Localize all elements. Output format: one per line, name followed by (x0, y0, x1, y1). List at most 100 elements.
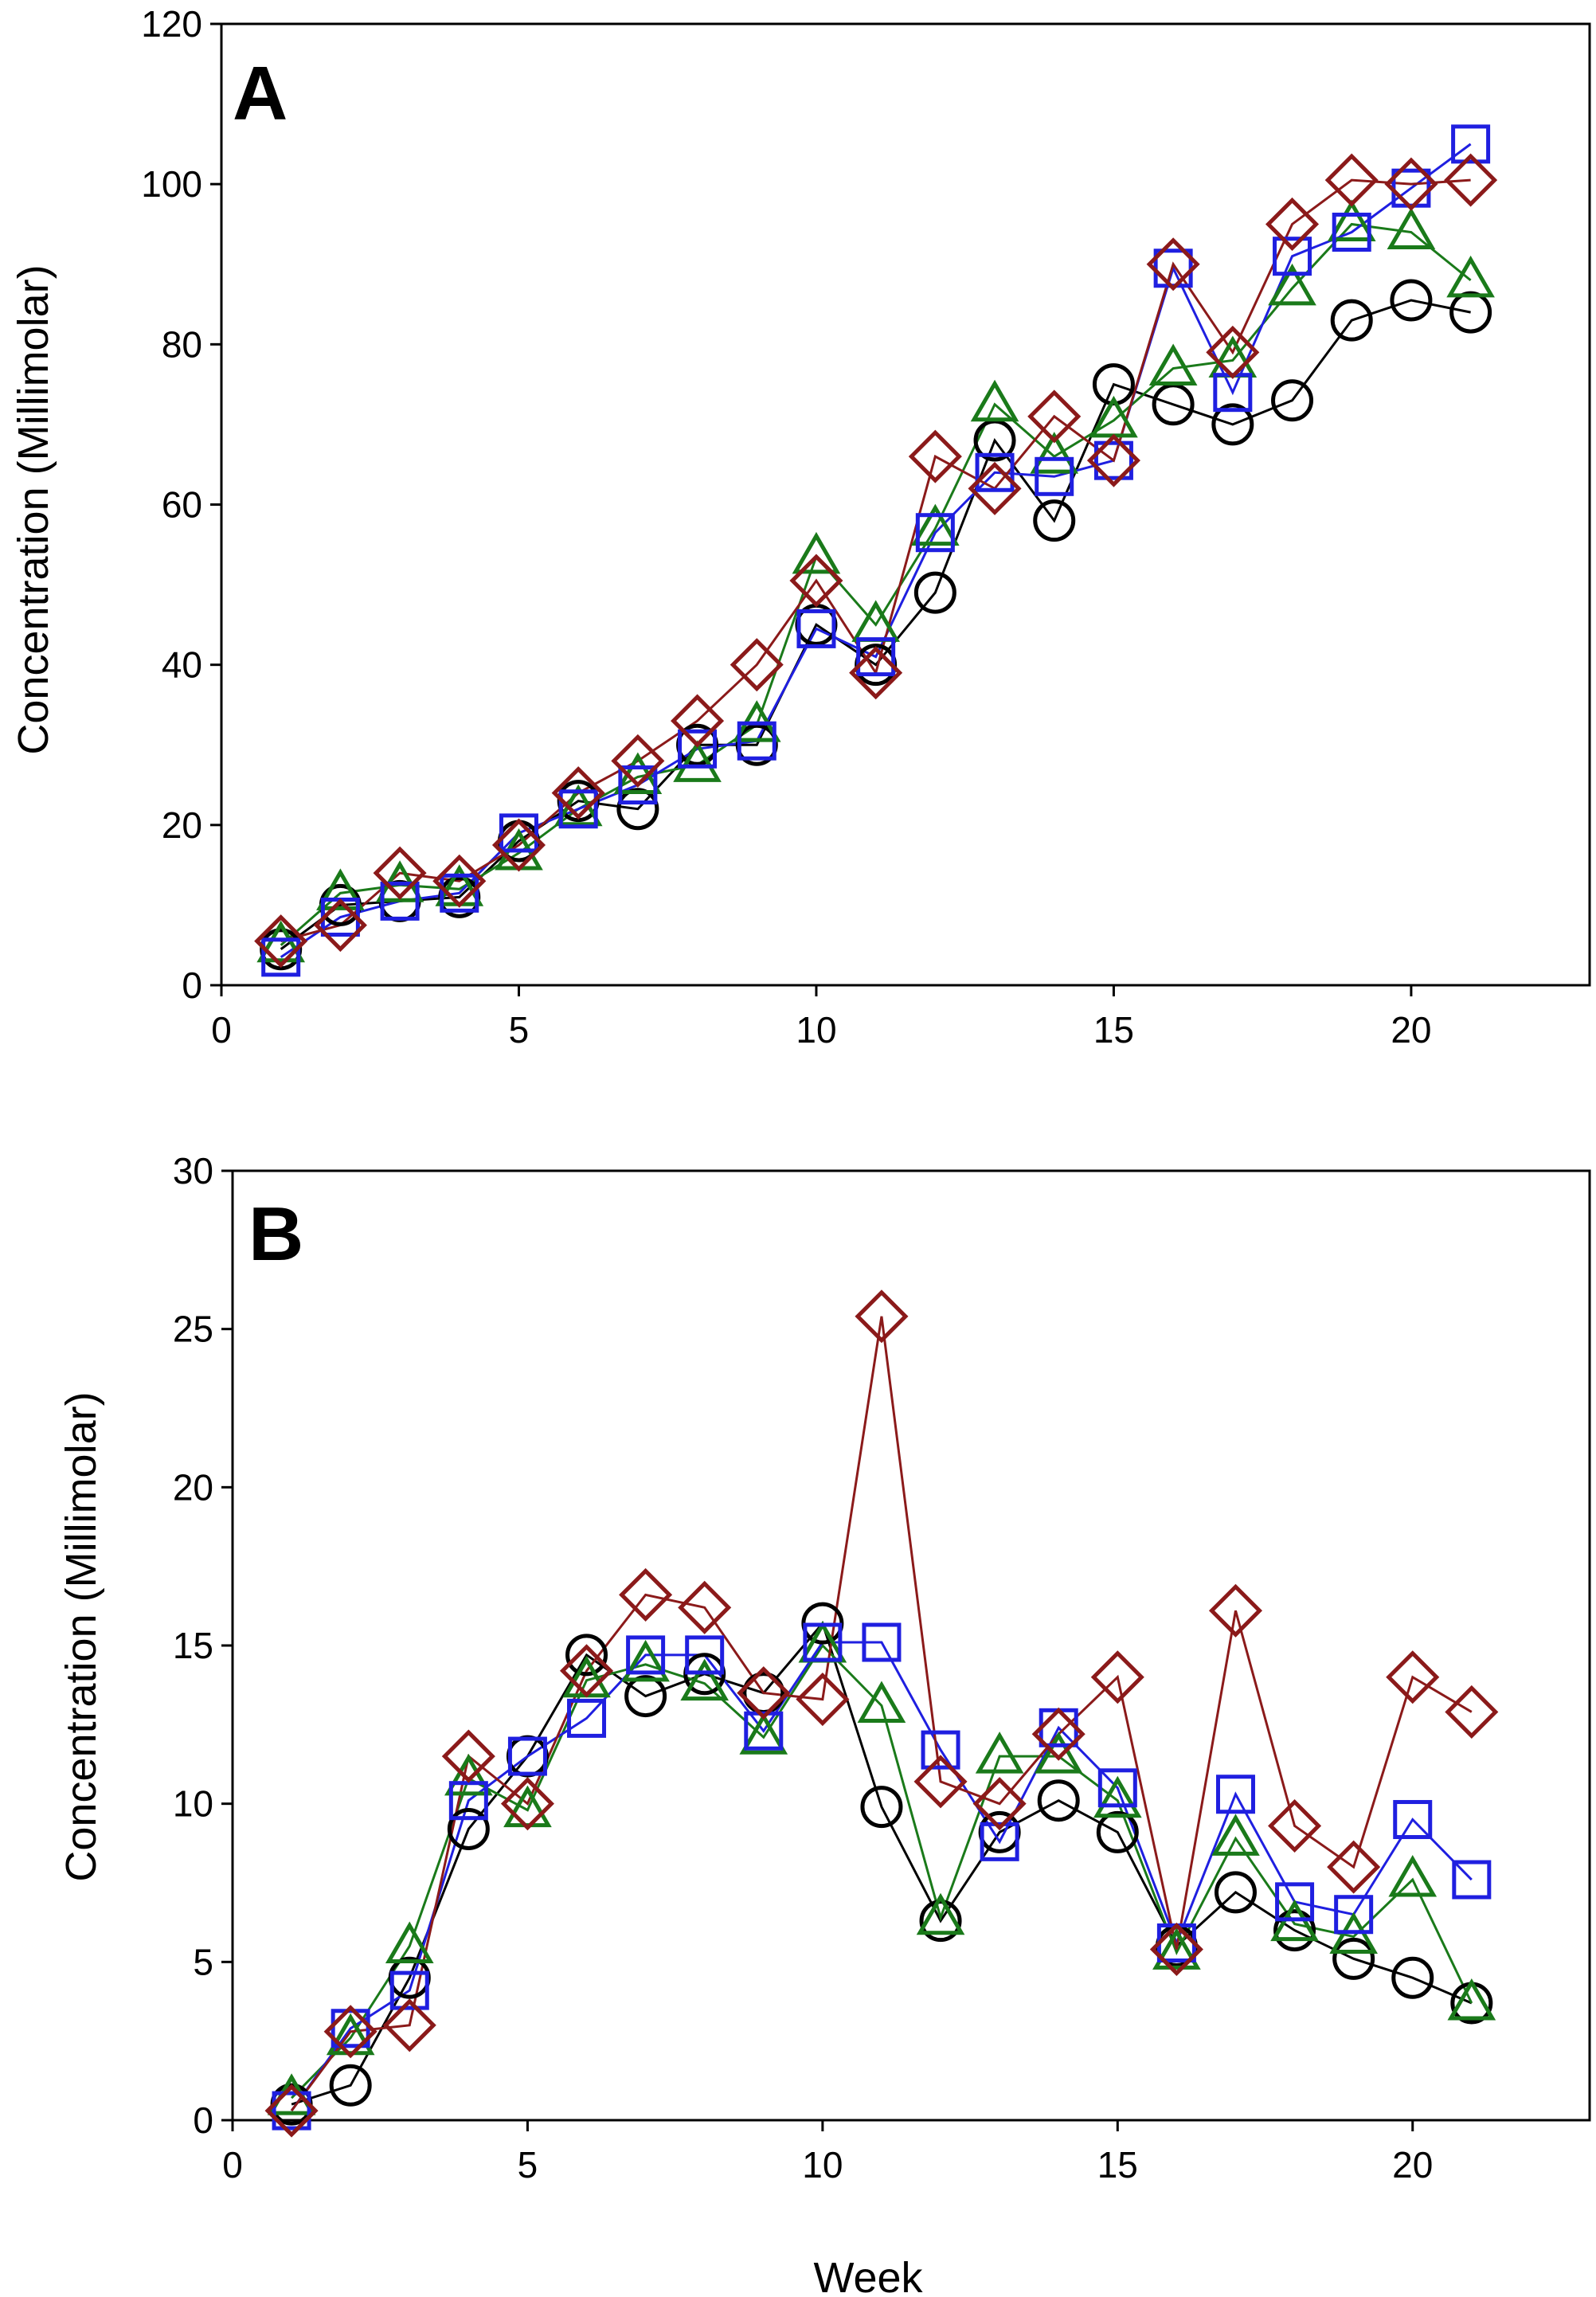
panel-a-y-tick-label: 80 (162, 323, 202, 365)
panel-b-series-diamond-point (1149, 1922, 1203, 1976)
panel-b-series-diamond-point (1445, 1685, 1499, 1739)
panel-a-series-circle-point (913, 571, 956, 614)
panel-b-series-circle-point (447, 1807, 490, 1850)
panel-b-series-diamond-point (1268, 1798, 1322, 1853)
panel-b-series-diamond-point (796, 1673, 850, 1727)
panel-a-series-diamond-point (908, 429, 962, 483)
panel-a-series-circle-point (1271, 379, 1314, 422)
panel-b-series-triangle-point (621, 1639, 670, 1682)
panel-b-x-tick-label: 20 (1392, 2144, 1433, 2185)
panel-b-y-axis-title: Concentration (Millimolar) (57, 1391, 105, 1881)
panel-a-y-tick-label: 120 (141, 3, 202, 45)
panel-a-series-triangle-line (280, 222, 1472, 946)
panel-b-series-diamond-point (972, 1777, 1027, 1831)
panel-b-series-square-point (1393, 1800, 1433, 1840)
panel-b-series-square-point (862, 1622, 902, 1662)
panel-b-series-square-point (272, 2091, 311, 2131)
panel-a-series-triangle-point (792, 531, 841, 574)
panel-a-series-square-point (1035, 456, 1074, 496)
panel-b-series-diamond-point (1031, 1707, 1086, 1761)
panel-a-series-diamond-point (1384, 157, 1438, 211)
panel-b-series-diamond-point (382, 1998, 436, 2052)
panel-b-chart: B Concentration (Millimolar) Week 0 5 10 15… (57, 1150, 1591, 2297)
panel-a-series-diamond-point (373, 846, 427, 900)
panel-b-series-circle-point (1096, 1810, 1139, 1853)
panel-b-series-triangle-point (857, 1681, 906, 1723)
panel-b-series-circle-line (291, 1621, 1473, 2106)
panel-b-series-square-point (980, 1822, 1019, 1861)
panel-b-series-diamond-point (913, 1755, 968, 1809)
panel-b-y-tick-label: 30 (173, 1150, 213, 1192)
panel-a-series-circle-point (616, 788, 659, 831)
panel-a-series-triangle-point (970, 379, 1019, 422)
panel-a-y-tick-label: 100 (141, 163, 202, 205)
panel-b-series-circle-point (624, 1675, 667, 1718)
panel-b-series-square-point (1097, 1768, 1137, 1808)
panel-b-series-triangle-point (975, 1732, 1024, 1774)
panel-b-series-triangle-line (291, 1643, 1473, 2099)
panel-a-series-diamond-point (730, 638, 784, 692)
panel-b-series-square-point (448, 1781, 488, 1821)
panel-a-series-square-point (737, 721, 776, 761)
panel-b-series-diamond-line (290, 1316, 1473, 2111)
panel-b-y-tick-label: 15 (173, 1625, 213, 1666)
panel-b-series-square-point (507, 1736, 547, 1776)
panel-b-series-diamond-point (323, 2005, 377, 2059)
panel-b-series-circle-point (1273, 1909, 1316, 1952)
panel-a-x-tick-label: 0 (211, 1009, 232, 1051)
panel-a-series-diamond-point (1444, 153, 1498, 207)
panel-a-series-triangle-point (316, 868, 365, 910)
panel-a-x-tick-label: 20 (1391, 1009, 1431, 1051)
panel-a-series-square-point (1332, 213, 1371, 252)
panel-b-series-triangle-point (385, 1921, 434, 1963)
panel-b-x-tick-label: 15 (1097, 2144, 1138, 2185)
panel-a-series-triangle-point (1387, 207, 1436, 250)
panel-a-series-square-point (1451, 124, 1491, 164)
panel-b-series-triangle-point (739, 1712, 788, 1755)
panel-a-series-circle-point (1390, 279, 1433, 322)
panel-b-x-tick-label: 0 (222, 2144, 243, 2185)
panel-a-series-square-point (440, 873, 479, 913)
panel-b-series-triangle-point (1152, 1927, 1201, 1970)
panel-a-series-square-point (856, 637, 896, 677)
panel-a-plot-frame (220, 22, 1591, 987)
panel-a-series-square-point (618, 765, 658, 805)
panel-a-series-triangle-point (1446, 255, 1495, 298)
panel-a-series-diamond-point (849, 646, 903, 700)
panel-a-y-tick-label: 40 (162, 644, 202, 686)
x-axis-title: Week (813, 2254, 923, 2297)
panel-a-y-tick-label: 20 (162, 804, 202, 846)
panel-b-series-diamond-point (264, 2084, 319, 2138)
panel-a-series-diamond-point (1086, 433, 1140, 487)
panel-b-series-triangle-point (680, 1658, 730, 1701)
panel-a-series-diamond-point (789, 554, 843, 608)
panel-b-series-diamond-point (855, 1289, 909, 1344)
panel-b-series-circle-point (919, 1900, 962, 1943)
panel-b-series-square-point (567, 1698, 607, 1738)
panel-a-series-diamond-point (1206, 325, 1260, 379)
panel-b-series-circle-point (1391, 1956, 1434, 1999)
panel-a-series-diamond-point (1265, 197, 1320, 251)
panel-b-series-square-point (803, 1622, 843, 1662)
panel-b-series-triangle-point (1093, 1775, 1142, 1818)
panel-a-series-triangle-point (911, 503, 960, 546)
panel-a-y-tick-label: 60 (162, 484, 202, 526)
panel-b-series-square-point (1334, 1895, 1374, 1935)
panel-a-series-diamond-point (491, 818, 546, 872)
panel-a-series-square-point (975, 452, 1015, 492)
panel-b-series-circle-point (860, 1786, 903, 1829)
panel-b-series-square-point (921, 1730, 960, 1770)
panel-a-series-square-point (915, 513, 955, 553)
panel-a-series-circle-point (1211, 403, 1254, 446)
panel-a-x-tick-label: 10 (796, 1009, 836, 1051)
panel-b-series-diamond-point (1327, 1840, 1381, 1894)
panel-b-series-triangle-point (916, 1892, 965, 1935)
panel-b-series-diamond-point (619, 1567, 673, 1622)
panel-b-series-square-point (1275, 1882, 1315, 1922)
panel-b-series-diamond-point (441, 1729, 495, 1783)
panel-a-series-square-point (1093, 440, 1133, 480)
panel-b-series-diamond-point (559, 1644, 614, 1698)
panel-a-chart: A Concentration (Millimolar) 0 20 40 60 80 10… (10, 3, 1591, 1051)
panel-a-series-diamond-point (1146, 237, 1200, 292)
panel-b-x-tick-label: 10 (802, 2144, 843, 2185)
